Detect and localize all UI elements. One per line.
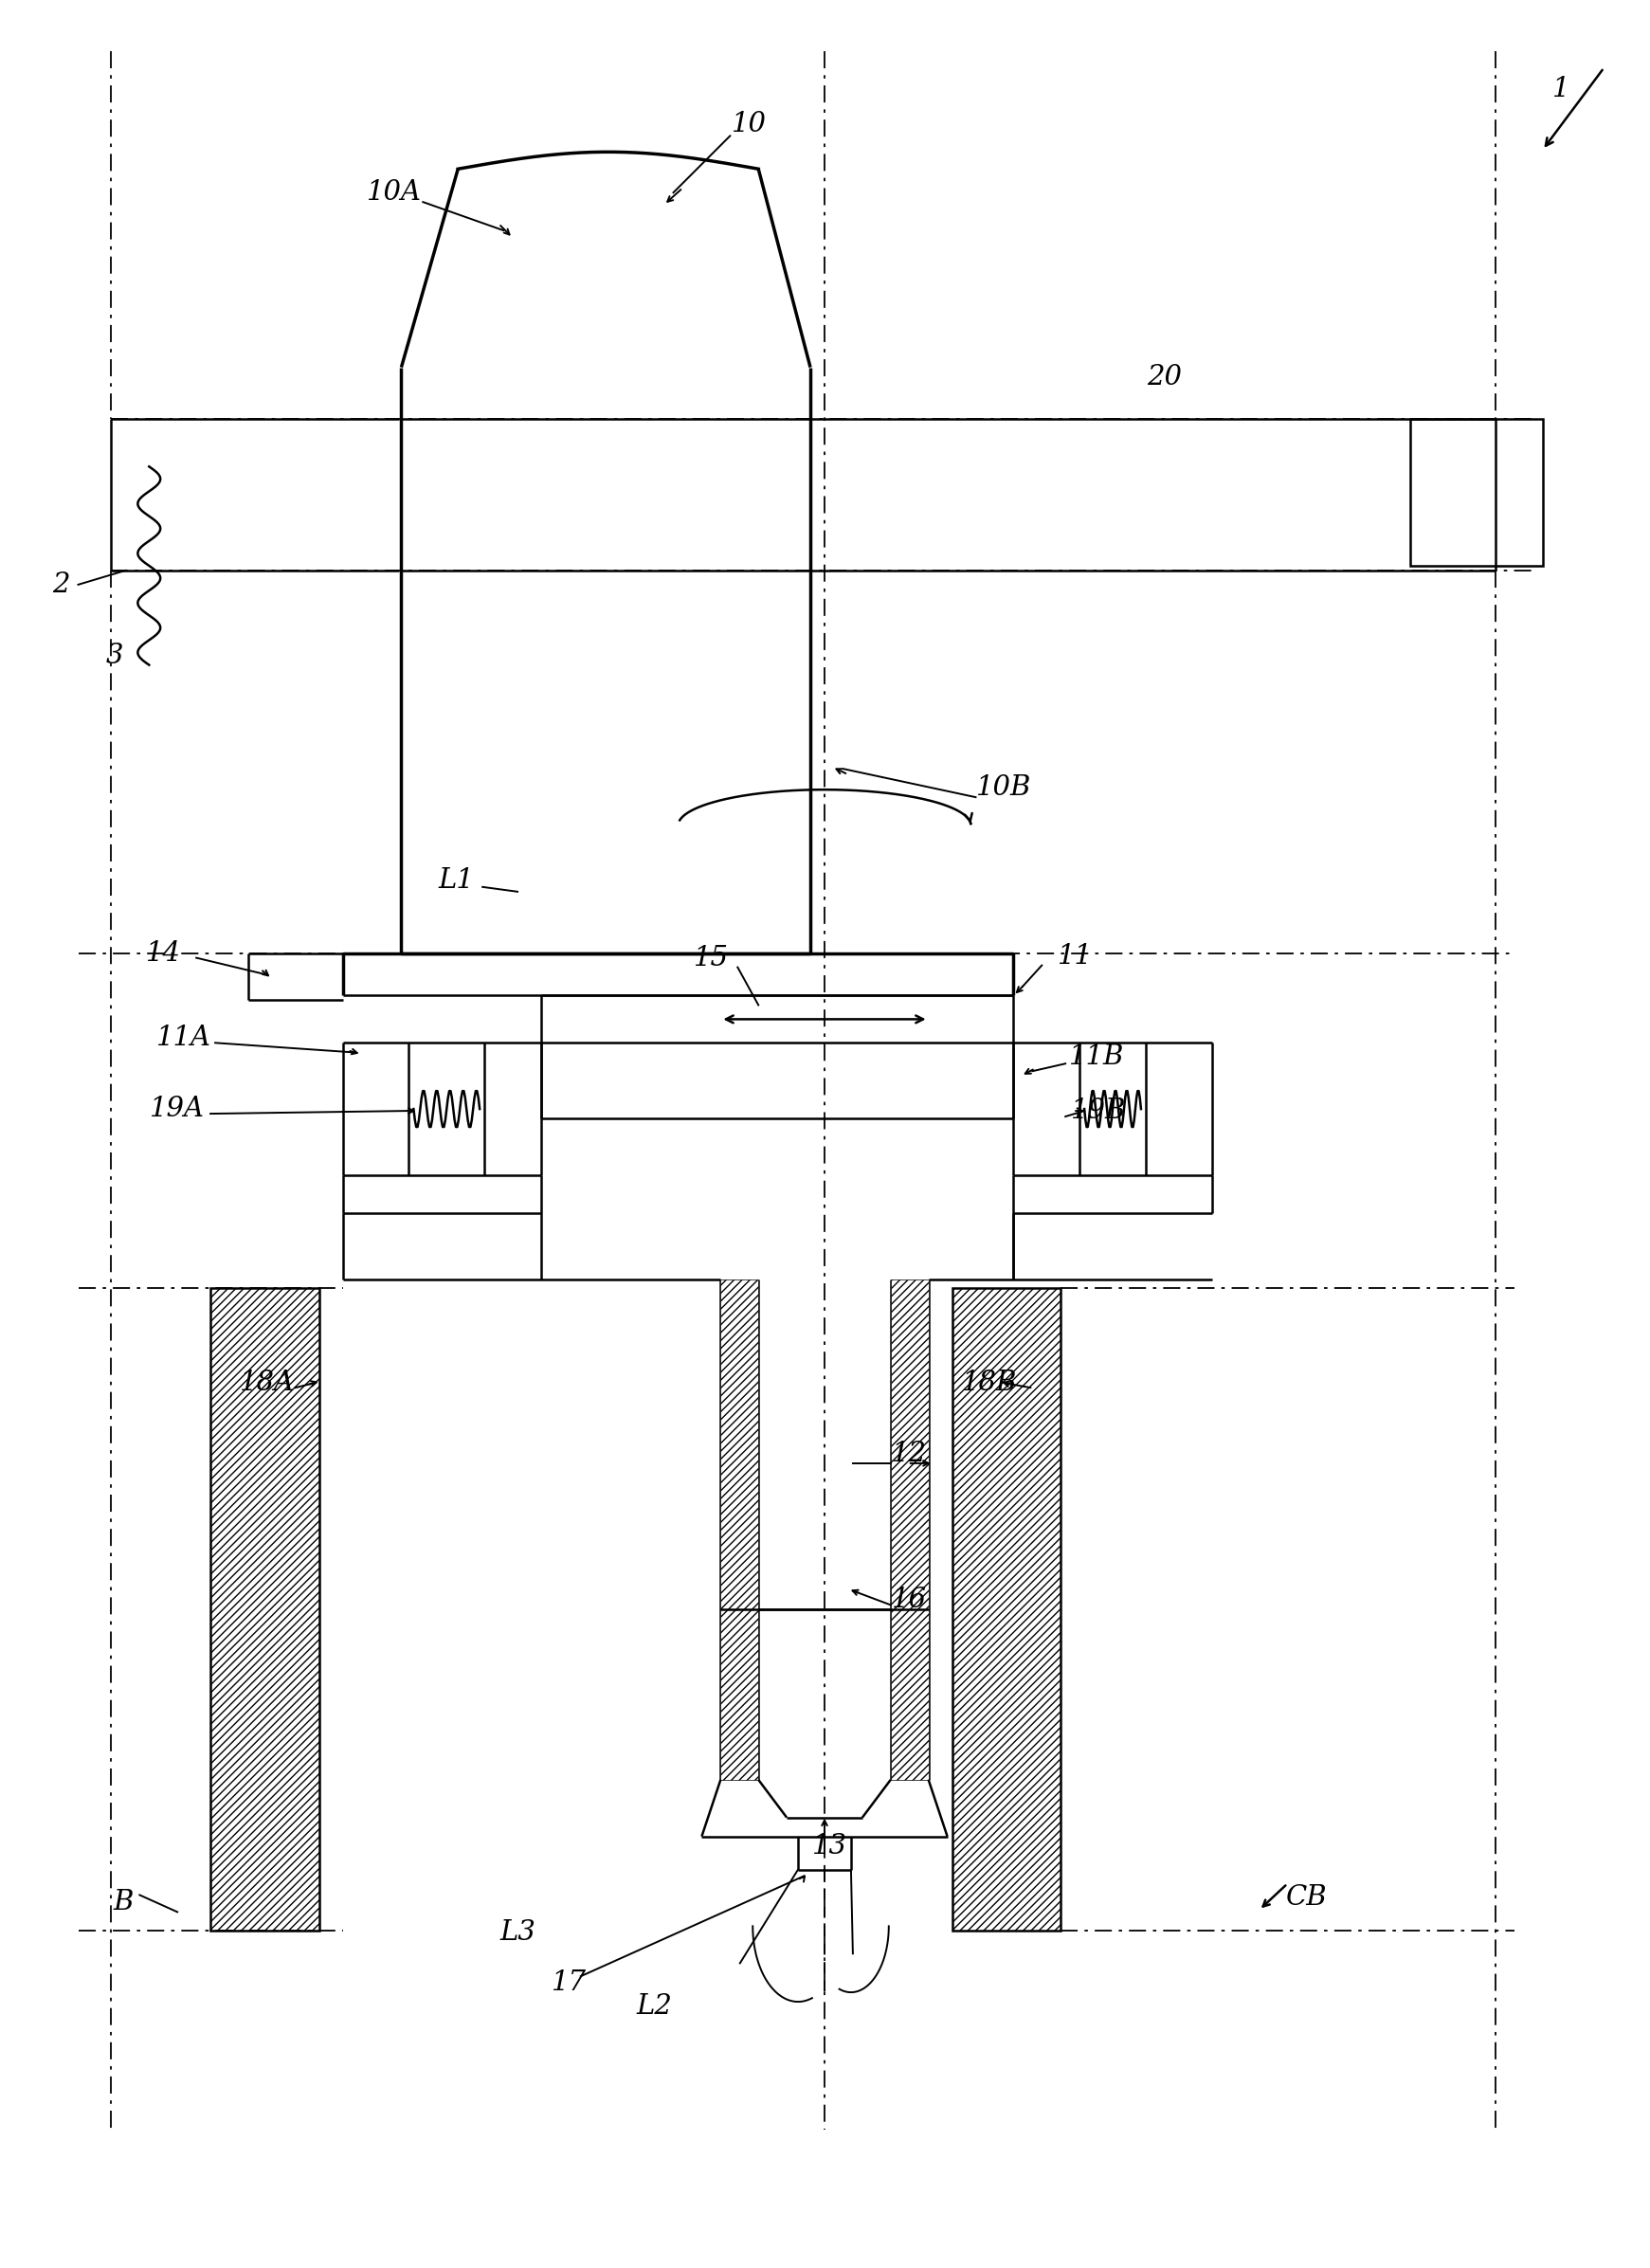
Text: 11A: 11A [157, 1025, 211, 1052]
Text: 10: 10 [731, 111, 767, 138]
Text: 19B: 19B [1071, 1098, 1127, 1125]
Text: B: B [114, 1889, 134, 1916]
Bar [952, 1288, 1061, 1930]
Text: L1: L1 [439, 866, 474, 894]
Bar [211, 1288, 318, 1930]
Text: 16: 16 [893, 1588, 927, 1613]
Text: 2: 2 [53, 572, 69, 599]
Text: 15: 15 [693, 943, 729, 971]
Text: 18A: 18A [239, 1370, 295, 1397]
Text: 1: 1 [1553, 75, 1571, 102]
Text: L3: L3 [500, 1919, 536, 1946]
Bar [891, 1279, 929, 1780]
Text: L2: L2 [637, 1994, 673, 2021]
Text: 11: 11 [1058, 943, 1092, 968]
Bar [1411, 420, 1543, 565]
Text: 10A: 10A [368, 179, 422, 206]
Bar [721, 1279, 759, 1780]
Text: 11B: 11B [1069, 1043, 1124, 1070]
Text: 18B: 18B [962, 1370, 1018, 1397]
Text: CB: CB [1285, 1885, 1327, 1912]
Text: 12: 12 [893, 1440, 927, 1467]
Text: 13: 13 [812, 1833, 846, 1860]
Text: 17: 17 [551, 1969, 587, 1996]
Text: 10B: 10B [977, 773, 1031, 801]
Text: 14: 14 [145, 939, 182, 966]
Text: 20: 20 [1147, 363, 1181, 390]
Text: 19A: 19A [150, 1095, 205, 1123]
Text: 3: 3 [106, 642, 122, 669]
